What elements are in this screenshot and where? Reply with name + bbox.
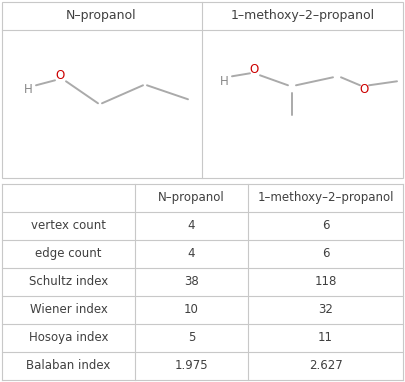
- Text: edge count: edge count: [35, 247, 102, 260]
- Text: 118: 118: [314, 275, 337, 288]
- Text: Hosoya index: Hosoya index: [29, 332, 108, 345]
- Text: 4: 4: [188, 219, 195, 232]
- Text: Schultz index: Schultz index: [29, 275, 108, 288]
- Text: 6: 6: [322, 247, 329, 260]
- Text: N–propanol: N–propanol: [158, 191, 225, 204]
- Text: 2.627: 2.627: [309, 359, 342, 372]
- Text: 1.975: 1.975: [175, 359, 208, 372]
- Text: 4: 4: [188, 247, 195, 260]
- Text: 11: 11: [318, 332, 333, 345]
- Text: 38: 38: [184, 275, 199, 288]
- Text: O: O: [359, 83, 369, 96]
- Text: 10: 10: [184, 303, 199, 316]
- Text: 6: 6: [322, 219, 329, 232]
- Text: N–propanol: N–propanol: [66, 8, 136, 21]
- Text: 1–methoxy–2–propanol: 1–methoxy–2–propanol: [257, 191, 394, 204]
- Text: Balaban index: Balaban index: [26, 359, 111, 372]
- Text: 1–methoxy–2–propanol: 1–methoxy–2–propanol: [231, 8, 375, 21]
- Text: O: O: [55, 69, 65, 82]
- Text: Wiener index: Wiener index: [30, 303, 107, 316]
- Text: O: O: [249, 63, 259, 76]
- Text: H: H: [23, 83, 32, 96]
- Text: 32: 32: [318, 303, 333, 316]
- Text: vertex count: vertex count: [31, 219, 106, 232]
- Text: 5: 5: [188, 332, 195, 345]
- Text: H: H: [220, 75, 228, 88]
